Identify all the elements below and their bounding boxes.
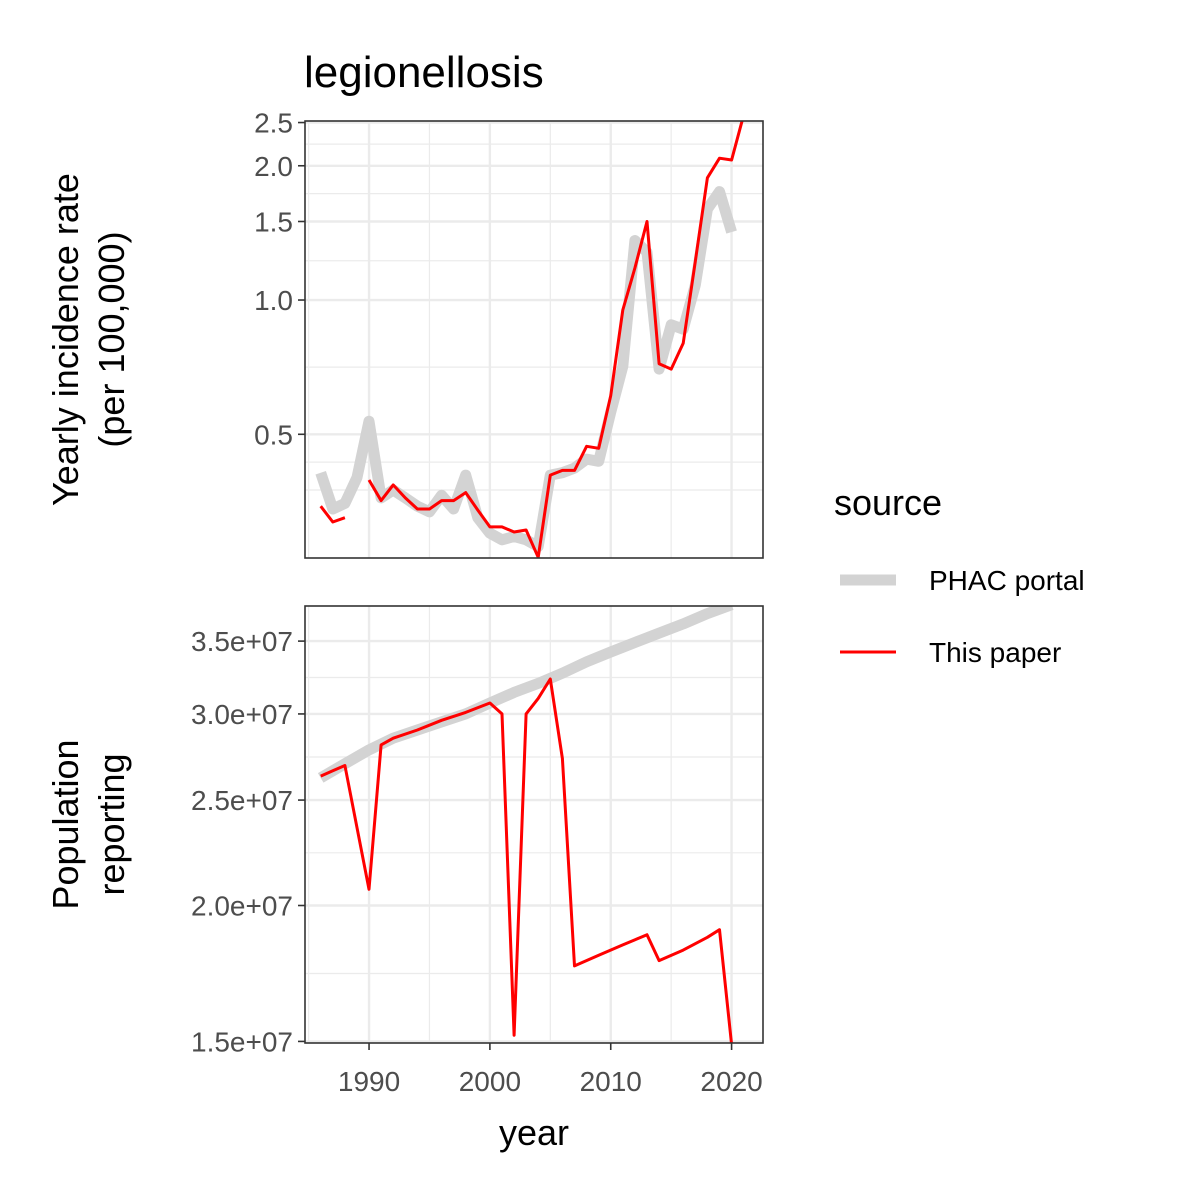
- panel-border: [304, 605, 764, 1044]
- x-axis-title: year: [499, 1112, 569, 1153]
- y-tick-label: 2.5e+07: [191, 785, 293, 816]
- y-tick-label: 1.5: [254, 206, 293, 237]
- legend-title: source: [834, 482, 942, 523]
- x-tick-label: 1990: [338, 1066, 400, 1097]
- legend-label-this-paper: This paper: [929, 637, 1061, 668]
- legend: source PHAC portal This paper: [834, 482, 1085, 668]
- legend-label-phac-portal: PHAC portal: [929, 565, 1085, 596]
- y-tick-label: 1.5e+07: [191, 1026, 293, 1057]
- y-tick-label: 1.0: [254, 285, 293, 316]
- y-tick-label: 3.5e+07: [191, 626, 293, 657]
- x-tick-label: 2000: [459, 1066, 521, 1097]
- y-tick-label: 2.5: [254, 108, 293, 139]
- y-tick-label: 3.0e+07: [191, 699, 293, 730]
- y-axis-title: reporting: [91, 753, 132, 895]
- series-line-this-paper: [367, 121, 744, 558]
- series-group: [317, 606, 734, 1043]
- series-line-this-paper: [320, 677, 733, 1043]
- series-line-phac-portal: [315, 186, 737, 553]
- y-axis-title: (per 100,000): [91, 231, 132, 447]
- y-axis-title: Population: [45, 739, 86, 909]
- x-tick-label: 2020: [700, 1066, 762, 1097]
- panel-background: [305, 121, 763, 558]
- series-group: [315, 121, 744, 558]
- y-tick-label: 0.5: [254, 419, 293, 450]
- y-tick-label: 2.0: [254, 151, 293, 182]
- y-axis-title: Yearly incidence rate: [45, 173, 86, 506]
- bottom-panel-population: 1.5e+07 2.0e+07 2.5e+07 3.0e+07 3.5e+07 1990 2…: [45, 605, 764, 1097]
- plot-title: legionellosis: [304, 48, 544, 97]
- top-panel-incidence-rate: 0.5 1.0 1.5 2.0 2.5 Yearly incidence rate (per…: [45, 108, 764, 559]
- series-line-this-paper: [319, 505, 346, 524]
- panel-border: [304, 120, 764, 559]
- y-tick-label: 2.0e+07: [191, 891, 293, 922]
- panel-background: [305, 606, 763, 1043]
- x-tick-label: 2010: [580, 1066, 642, 1097]
